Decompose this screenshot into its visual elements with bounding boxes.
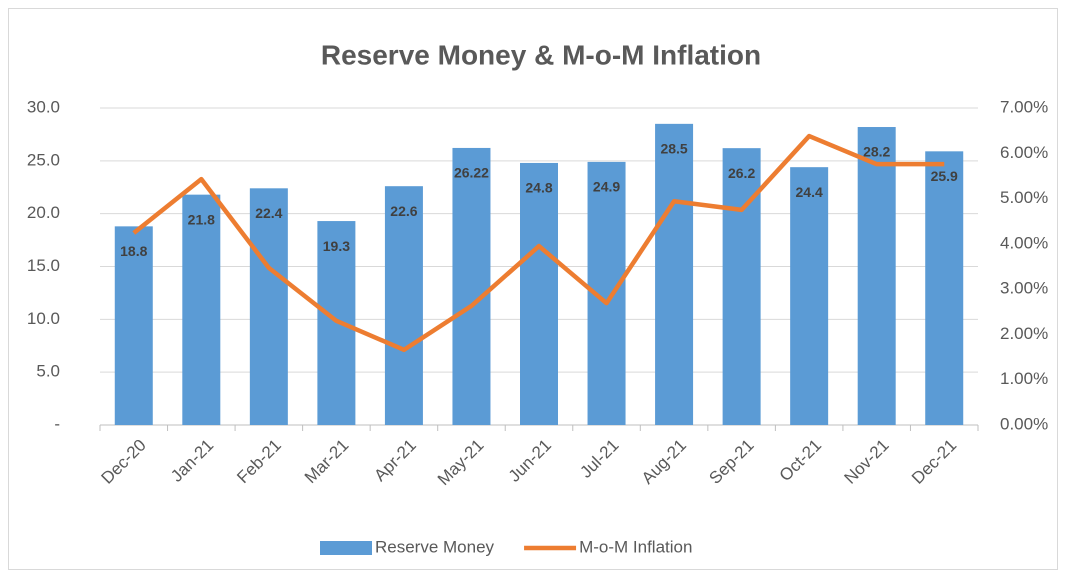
data-label: 28.2	[863, 144, 890, 160]
y2-tick-label: 0.00%	[1000, 414, 1048, 433]
data-label: 24.8	[525, 180, 552, 196]
data-label: 22.4	[255, 205, 282, 221]
bar	[857, 127, 896, 426]
data-label: 21.8	[188, 211, 215, 227]
data-label: 24.4	[796, 184, 823, 200]
bar	[790, 167, 829, 425]
y2-tick-label: 5.00%	[1000, 188, 1048, 207]
bar	[249, 188, 288, 425]
bar	[520, 162, 558, 426]
data-label: 26.2	[728, 165, 755, 181]
bar	[722, 148, 761, 426]
data-label: 24.9	[593, 179, 620, 195]
data-label: 28.5	[660, 141, 687, 157]
data-label: 18.8	[120, 243, 147, 259]
y-tick-label: 20.0	[27, 203, 60, 222]
y2-tick-label: 1.00%	[1000, 369, 1048, 388]
y-tick-label: 15.0	[27, 256, 60, 275]
y2-tick-label: 7.00%	[1000, 97, 1048, 116]
bar	[114, 226, 153, 425]
bar	[925, 151, 964, 425]
data-label: 22.6	[390, 203, 417, 219]
y2-tick-label: 2.00%	[1000, 324, 1048, 343]
bar	[452, 147, 491, 425]
y2-tick-label: 4.00%	[1000, 233, 1048, 252]
data-label: 25.9	[931, 168, 958, 184]
line	[132, 133, 945, 353]
bar	[384, 186, 423, 425]
data-label: 26.22	[454, 165, 489, 181]
y-tick-label: 10.0	[27, 309, 60, 328]
y2-tick-label: 3.00%	[1000, 279, 1048, 298]
y-tick-label: 5.0	[36, 362, 60, 381]
y-tick-label: 25.0	[27, 150, 60, 169]
y-tick-label: -	[54, 414, 60, 433]
chart-title: Reserve Money & M-o-M Inflation	[321, 39, 761, 70]
y2-tick-label: 6.00%	[1000, 143, 1048, 162]
bar	[655, 123, 694, 425]
legend-label: M-o-M Inflation	[579, 537, 692, 556]
legend-swatch	[320, 541, 372, 555]
legend-label: Reserve Money	[375, 537, 495, 556]
y-tick-label: 30.0	[27, 97, 60, 116]
data-label: 19.3	[323, 238, 350, 254]
bar	[182, 194, 221, 425]
